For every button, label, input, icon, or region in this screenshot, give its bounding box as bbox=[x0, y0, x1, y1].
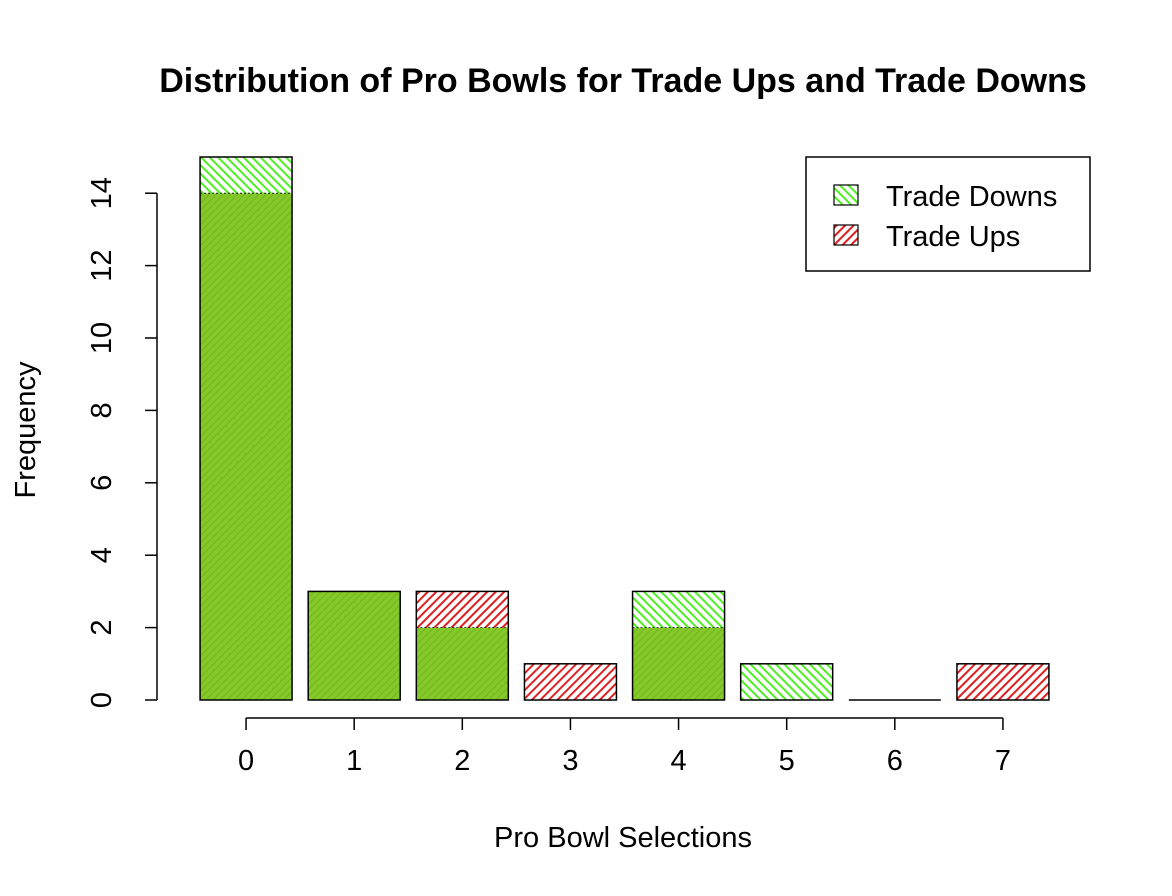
y-tick-label: 6 bbox=[86, 475, 118, 491]
x-tick-label: 2 bbox=[454, 745, 470, 777]
legend-swatch-trade-downs bbox=[833, 184, 859, 206]
bar-trade-ups-3 bbox=[524, 663, 617, 700]
legend: Trade Downs Trade Ups bbox=[805, 156, 1091, 272]
y-tick-label: 8 bbox=[86, 402, 118, 418]
bar-outline-1 bbox=[307, 590, 401, 701]
x-tick-label: 3 bbox=[562, 745, 578, 777]
bar-trade-downs-0 bbox=[200, 157, 293, 194]
bar-outline-3 bbox=[523, 663, 618, 701]
bar-outline-7 bbox=[956, 663, 1050, 701]
legend-swatch-trade-ups bbox=[833, 224, 859, 246]
x-tick-label: 5 bbox=[779, 745, 795, 777]
y-tick-label: 14 bbox=[86, 177, 118, 209]
x-tick-label: 4 bbox=[670, 745, 686, 777]
bar-outline-4 bbox=[631, 590, 726, 701]
x-tick-label: 7 bbox=[995, 745, 1011, 777]
y-tick-label: 0 bbox=[86, 692, 118, 708]
legend-label-trade-downs: Trade Downs bbox=[886, 181, 1057, 213]
bar-outline-0 bbox=[199, 156, 293, 701]
x-axis-label: Pro Bowl Selections bbox=[494, 822, 752, 854]
x-axis: 0 1 2 3 4 5 6 7 bbox=[238, 717, 1011, 777]
bar-overlap-0 bbox=[200, 193, 293, 700]
bar-outline-5 bbox=[739, 663, 834, 701]
y-tick-label: 10 bbox=[86, 322, 118, 354]
y-tick-label: 12 bbox=[86, 249, 118, 281]
x-tick-label: 0 bbox=[238, 745, 254, 777]
legend-box bbox=[805, 156, 1091, 272]
x-tick-label: 6 bbox=[887, 745, 903, 777]
x-tick-label: 1 bbox=[346, 745, 362, 777]
bar-trade-ups-7 bbox=[956, 663, 1049, 700]
bar-overlap-2 bbox=[416, 627, 509, 700]
chart-title: Distribution of Pro Bowls for Trade Ups … bbox=[159, 62, 1087, 100]
bar-overlap-1 bbox=[308, 591, 401, 700]
bar-trade-downs-5 bbox=[740, 663, 833, 700]
bar-trade-ups-2 bbox=[416, 591, 509, 628]
y-axis-label: Frequency bbox=[10, 361, 42, 499]
bar-trade-downs-4 bbox=[632, 591, 725, 628]
y-axis: 0 2 4 6 8 10 12 14 bbox=[86, 177, 158, 708]
bar-outline-2 bbox=[415, 590, 510, 701]
y-tick-label: 2 bbox=[86, 620, 118, 636]
bar-overlap-4 bbox=[632, 627, 725, 700]
y-tick-label: 4 bbox=[86, 547, 118, 563]
legend-label-trade-ups: Trade Ups bbox=[886, 221, 1020, 253]
bars-layer bbox=[199, 156, 1050, 701]
